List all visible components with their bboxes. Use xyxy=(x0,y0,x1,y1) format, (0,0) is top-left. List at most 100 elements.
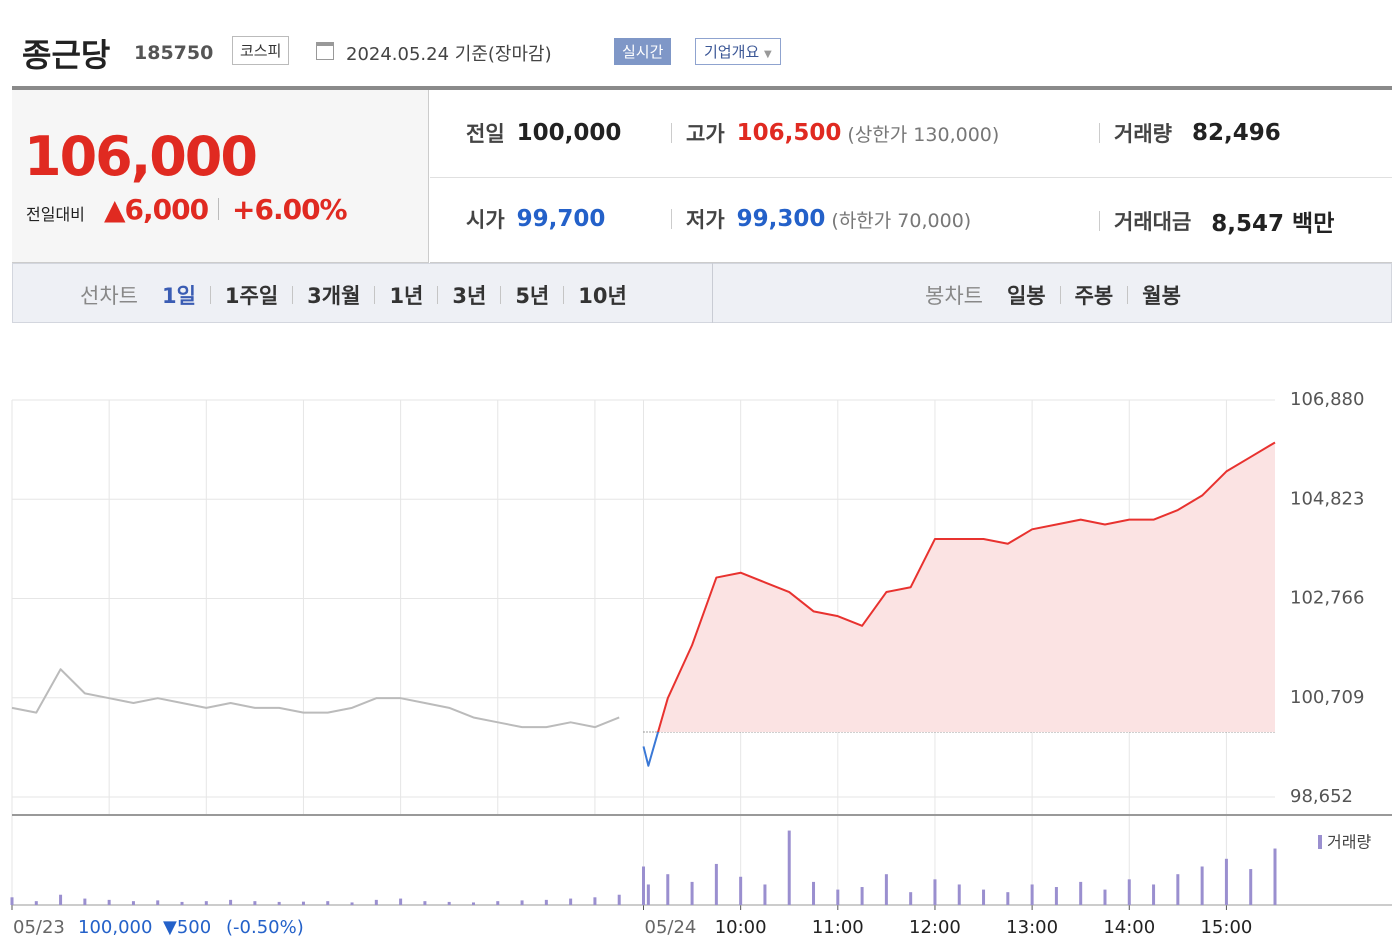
stat: 전일 100,000 xyxy=(466,118,621,148)
tab[interactable]: 5년 xyxy=(515,284,550,308)
volume-bar xyxy=(957,884,961,905)
x-tick-label: 14:00 xyxy=(1103,917,1155,938)
realtime-button[interactable]: 실시간 xyxy=(614,38,672,65)
y-tick-label: 104,823 xyxy=(1290,488,1364,509)
separator xyxy=(671,123,672,143)
price-panel xyxy=(12,90,429,263)
stat-value: 99,700 xyxy=(516,206,606,232)
tab[interactable]: 일봉 xyxy=(1006,284,1046,308)
stat: 시가 99,700 xyxy=(466,204,605,234)
volume-bar xyxy=(520,900,524,905)
y-tick-label: 106,880 xyxy=(1290,389,1364,410)
tab[interactable]: 10년 xyxy=(578,284,627,308)
tab[interactable]: 1년 xyxy=(389,284,424,308)
volume-bar xyxy=(1273,848,1277,905)
tab[interactable]: 1주일 xyxy=(224,284,279,308)
y-tick-label: 100,709 xyxy=(1290,687,1364,708)
separator xyxy=(500,286,502,304)
tab[interactable]: 주봉 xyxy=(1074,284,1114,308)
x-tick-label: 15:00 xyxy=(1200,917,1252,938)
volume-bar xyxy=(690,881,694,905)
separator xyxy=(437,286,439,304)
tab-group: 봉차트 일봉 주봉 월봉 xyxy=(925,280,1181,310)
stat: 고가 106,500 (상한가 130,000) xyxy=(671,118,999,148)
change: ▲6,000 xyxy=(104,193,209,226)
x-tick-label: 11:00 xyxy=(812,917,864,938)
volume-bar xyxy=(1127,879,1131,905)
tab[interactable]: 3개월 xyxy=(307,284,361,308)
tab[interactable]: 1일 xyxy=(161,284,196,308)
volume-bar xyxy=(666,874,670,905)
legend-swatch xyxy=(1318,835,1322,849)
volume-bar xyxy=(787,830,791,905)
volume-bar xyxy=(739,876,743,905)
separator xyxy=(712,263,713,323)
stat-value: 99,300 xyxy=(736,206,826,232)
volume-bar xyxy=(617,894,621,905)
volume-bar xyxy=(277,901,281,905)
separator xyxy=(1099,211,1100,231)
separator xyxy=(1127,286,1129,304)
stat-value: 100,000 xyxy=(516,120,622,146)
x-tick-label: 12:00 xyxy=(909,917,961,938)
x-tick-label: 05/23 xyxy=(13,917,65,938)
volume-bar xyxy=(326,901,330,905)
volume-bar xyxy=(107,899,111,905)
stock-name: 종근당 xyxy=(22,36,111,74)
volume-bar xyxy=(593,897,597,905)
volume-bar xyxy=(131,901,135,905)
volume-bar xyxy=(836,889,840,905)
area-fill xyxy=(643,442,1275,766)
stat-note: (상한가 130,000) xyxy=(847,123,1000,146)
volume-bar xyxy=(253,901,257,905)
stat-label: 저가 xyxy=(686,208,725,232)
volume-bar xyxy=(301,901,305,905)
tab-group: 선차트 1일 1주일 3개월 1년 3년 5년 10년 xyxy=(80,280,627,310)
volume-bar xyxy=(156,900,160,905)
company-button[interactable]: 기업개요 ▼ xyxy=(695,38,781,65)
volume-bar xyxy=(1103,889,1107,905)
x-tick-label: 05/24 xyxy=(645,917,697,938)
tab-bar xyxy=(12,263,1392,323)
volume-bar xyxy=(982,889,986,905)
volume-bar xyxy=(1152,884,1156,905)
legend-label: 거래량 xyxy=(1327,833,1371,852)
tab[interactable]: 3년 xyxy=(452,284,487,308)
calendar-icon xyxy=(316,42,334,60)
volume-bar xyxy=(544,899,548,905)
divider xyxy=(430,177,1392,178)
price-line xyxy=(642,441,1276,767)
stat-label: 거래량 xyxy=(1114,122,1172,146)
volume-bar xyxy=(1224,858,1228,905)
volume-bar xyxy=(10,897,14,905)
volume-bar xyxy=(884,874,888,905)
change-pct: +6.00% xyxy=(232,193,348,226)
volume-bar xyxy=(1249,869,1253,905)
stat-value: 82,496 xyxy=(1191,120,1281,146)
separator xyxy=(1059,286,1061,304)
volume-bar xyxy=(471,902,475,905)
market-badge: 코스피 xyxy=(232,36,290,65)
volume-bar xyxy=(646,884,650,905)
date: 2024.05.24 기준(장마감) xyxy=(346,44,552,65)
y-tick-label: 98,652 xyxy=(1290,786,1353,807)
volume-bar xyxy=(229,899,233,905)
volume-bar xyxy=(909,892,913,905)
tab[interactable]: 월봉 xyxy=(1142,284,1181,308)
stat-label: 시가 xyxy=(466,208,505,232)
volume-bar xyxy=(59,894,63,905)
prev-change: ▼500 xyxy=(163,917,211,938)
stat-label: 거래대금 xyxy=(1114,210,1192,234)
volume-bar xyxy=(350,902,354,905)
volume-bar xyxy=(1176,874,1180,905)
volume-bar xyxy=(447,901,451,905)
chart: 106,880 104,823 102,766 100,709 98,652 05/23 0… xyxy=(10,389,1392,938)
volume-bar xyxy=(763,884,767,905)
separator xyxy=(292,286,294,304)
current-price: 106,000 xyxy=(24,125,258,188)
volume-bar xyxy=(1006,892,1010,905)
stat-label: 고가 xyxy=(686,122,725,146)
separator xyxy=(209,286,211,304)
volume-bar xyxy=(860,887,864,905)
volume-bar xyxy=(714,863,718,905)
